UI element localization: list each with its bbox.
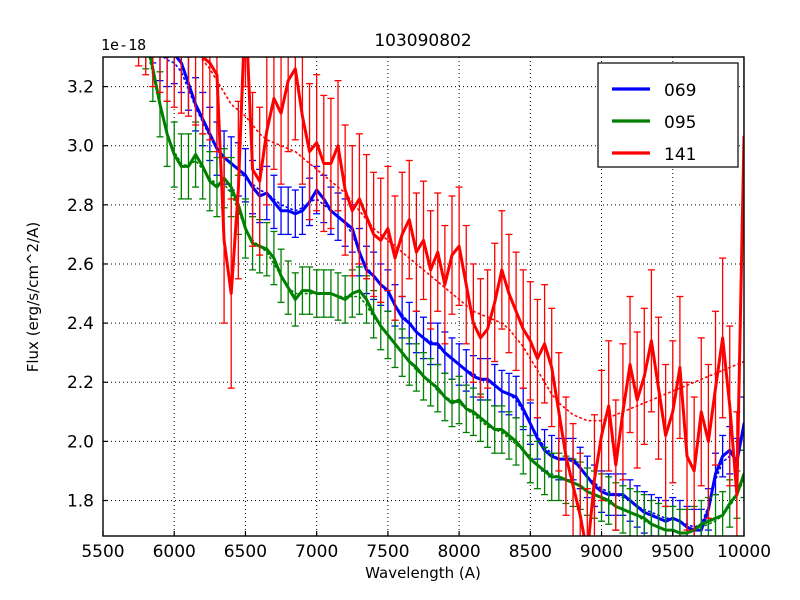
x-tick-label: 8500 — [509, 542, 552, 562]
legend-items: 069 095 141 — [612, 81, 696, 165]
x-axis-ticks: 5500 6000 6500 7000 7500 8000 8500 9000 9500 1000… — [81, 531, 771, 562]
x-tick-label: 5500 — [81, 542, 124, 562]
y-tick-label: 2.8 — [67, 196, 94, 216]
y-tick-label: 1.8 — [67, 492, 94, 512]
legend-label-095: 095 — [664, 113, 696, 133]
y-axis-ticks: 1.8 2.0 2.2 2.4 2.6 2.8 3.0 3.2 — [67, 78, 108, 512]
y-tick-label: 3.2 — [67, 78, 94, 98]
page-title: 103090802 — [374, 31, 471, 51]
y-tick-label: 2.2 — [67, 373, 94, 393]
series-095 — [142, 57, 744, 536]
line-095 — [148, 57, 744, 535]
x-tick-label: 6000 — [153, 542, 196, 562]
y-tick-label: 2.0 — [67, 432, 94, 452]
x-tick-label: 9000 — [580, 542, 623, 562]
y-tick-label: 3.0 — [67, 137, 94, 157]
x-axis-label: Wavelength (A) — [365, 564, 481, 582]
data-series-layer — [135, 57, 744, 536]
y-tick-label: 2.6 — [67, 255, 94, 275]
x-tick-label: 10000 — [717, 542, 771, 562]
legend-label-141: 141 — [664, 145, 696, 165]
y-tick-label: 2.4 — [67, 314, 94, 334]
legend-label-069: 069 — [664, 81, 696, 101]
axes-frame — [102, 56, 745, 537]
legend-box — [597, 62, 739, 168]
x-tick-label: 8000 — [437, 542, 480, 562]
x-tick-label: 6500 — [224, 542, 267, 562]
x-tick-label: 9500 — [651, 542, 694, 562]
y-axis-label: Flux (erg/s/cm^2/A) — [24, 222, 42, 373]
legend[interactable]: 069 095 141 — [597, 62, 739, 168]
series-141 — [135, 57, 744, 536]
trend-line-141 — [199, 57, 744, 422]
y-axis-offset-label: 1e-18 — [101, 36, 146, 54]
line-141 — [200, 57, 744, 536]
x-tick-label: 7000 — [295, 542, 338, 562]
x-tick-label: 7500 — [366, 542, 409, 562]
